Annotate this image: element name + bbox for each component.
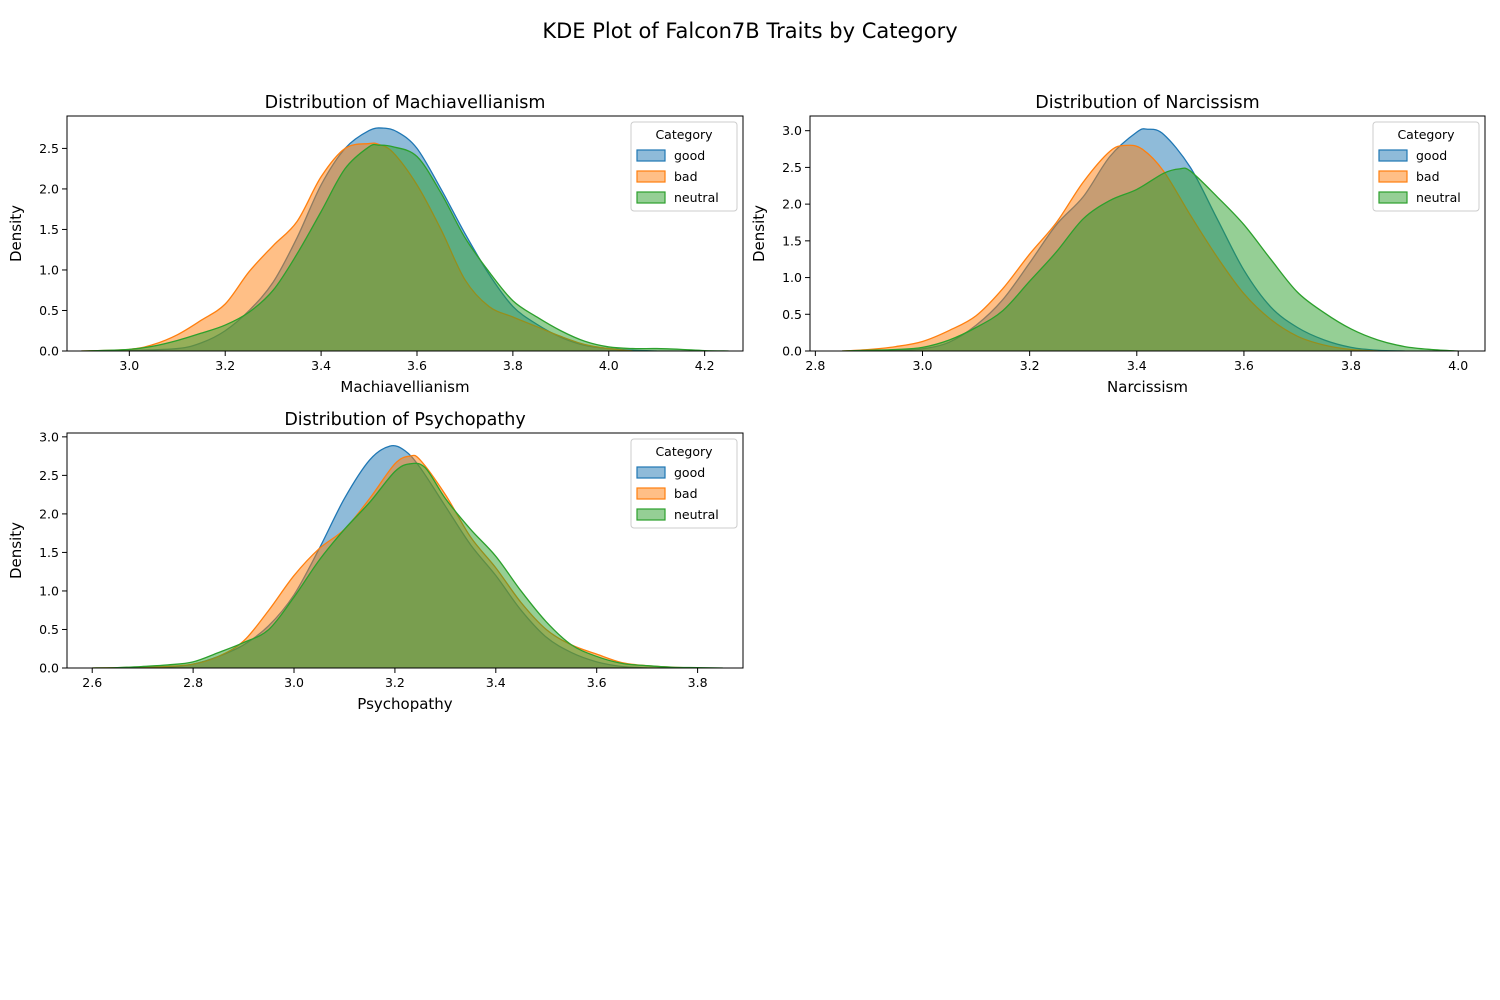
x-tick-label: 3.8 bbox=[503, 358, 523, 373]
subplot-title: Distribution of Machiavellianism bbox=[265, 93, 546, 113]
legend-swatch-neutral bbox=[1378, 191, 1408, 204]
x-tick-label: 3.0 bbox=[119, 358, 139, 373]
x-tick-label: 3.4 bbox=[1127, 358, 1147, 373]
x-tick-label: 4.0 bbox=[1448, 358, 1468, 373]
x-tick-label: 3.8 bbox=[688, 675, 708, 690]
legend-swatch-neutral bbox=[636, 191, 666, 204]
legend-swatch-bad bbox=[1378, 170, 1408, 183]
y-tick-label: 1.5 bbox=[39, 222, 59, 237]
legend-swatch-bad bbox=[636, 170, 666, 183]
y-axis-label: Density bbox=[7, 522, 25, 579]
subplot-panels: Distribution of Machiavellianism 3.0 3.2 3.… bbox=[7, 93, 1486, 713]
legend-title: Category bbox=[655, 444, 713, 459]
y-tick-label: 2.5 bbox=[39, 468, 59, 483]
kde-line-neutral bbox=[842, 167, 1459, 351]
x-tick-label: 4.2 bbox=[695, 358, 715, 373]
x-tick-label: 3.0 bbox=[284, 675, 304, 690]
legend-label-good: good bbox=[674, 148, 705, 163]
legend: Category good bad neutral bbox=[630, 121, 738, 212]
y-tick-label: 1.0 bbox=[39, 262, 59, 277]
y-tick-label: 0.0 bbox=[39, 344, 59, 359]
legend-label-neutral: neutral bbox=[1416, 190, 1461, 205]
figure-title: KDE Plot of Falcon7B Traits by Category bbox=[542, 19, 957, 43]
x-tick-label: 3.2 bbox=[1020, 358, 1040, 373]
series-group bbox=[92, 445, 723, 668]
legend-label-neutral: neutral bbox=[674, 507, 719, 522]
kde-area-neutral bbox=[81, 144, 729, 351]
legend-swatch-good bbox=[1378, 149, 1408, 162]
legend-swatch-good bbox=[636, 149, 666, 162]
y-tick-label: 1.0 bbox=[782, 270, 802, 285]
y-tick-label: 1.0 bbox=[39, 583, 59, 598]
series-group bbox=[842, 128, 1459, 351]
legend-label-bad: bad bbox=[674, 169, 698, 184]
x-tick-label: 3.4 bbox=[486, 675, 506, 690]
y-tick-label: 0.0 bbox=[39, 661, 59, 676]
y-tick-label: 3.0 bbox=[39, 429, 59, 444]
kde-line-neutral bbox=[81, 143, 729, 351]
x-tick-label: 3.4 bbox=[311, 358, 331, 373]
legend-label-neutral: neutral bbox=[674, 190, 719, 205]
x-tick-label: 3.2 bbox=[215, 358, 235, 373]
x-tick-label: 3.6 bbox=[407, 358, 427, 373]
y-tick-label: 0.5 bbox=[782, 307, 802, 322]
x-tick-label: 3.6 bbox=[1234, 358, 1254, 373]
series-group bbox=[81, 127, 729, 351]
y-tick-label: 2.5 bbox=[782, 160, 802, 175]
axes-frame bbox=[66, 115, 744, 352]
legend-swatch-bad bbox=[636, 487, 666, 500]
legend-title: Category bbox=[1397, 127, 1455, 142]
x-tick-label: 2.8 bbox=[183, 675, 203, 690]
legend-label-good: good bbox=[1416, 148, 1447, 163]
legend-box bbox=[630, 438, 738, 529]
legend-label-bad: bad bbox=[1416, 169, 1440, 184]
y-tick-label: 2.0 bbox=[39, 181, 59, 196]
y-tick-label: 2.0 bbox=[39, 506, 59, 521]
y-tick-label: 0.0 bbox=[782, 344, 802, 359]
legend: Category good bad neutral bbox=[1372, 121, 1480, 212]
subplot-narcissism: Distribution of Narcissism 2.8 3.0 3.2 3.4 3.… bbox=[750, 93, 1486, 396]
y-tick-label: 1.5 bbox=[39, 545, 59, 560]
x-tick-label: 3.6 bbox=[587, 675, 607, 690]
x-axis-label: Machiavellianism bbox=[340, 378, 469, 396]
legend-title: Category bbox=[655, 127, 713, 142]
axes-frame bbox=[809, 115, 1486, 352]
subplot-machiavellianism: Distribution of Machiavellianism 3.0 3.2 3.… bbox=[7, 93, 744, 396]
subplot-psychopathy: Distribution of Psychopathy 2.6 2.8 3.0 3.2 3… bbox=[7, 410, 744, 713]
x-tick-label: 2.8 bbox=[805, 358, 825, 373]
y-tick-label: 1.5 bbox=[782, 233, 802, 248]
x-tick-label: 4.0 bbox=[599, 358, 619, 373]
legend-swatch-neutral bbox=[636, 508, 666, 521]
x-tick-label: 3.0 bbox=[913, 358, 933, 373]
y-tick-label: 0.5 bbox=[39, 303, 59, 318]
subplot-title: Distribution of Psychopathy bbox=[284, 410, 525, 430]
x-tick-label: 3.2 bbox=[385, 675, 405, 690]
y-tick-label: 3.0 bbox=[782, 123, 802, 138]
legend-box bbox=[630, 121, 738, 212]
legend: Category good bad neutral bbox=[630, 438, 738, 529]
y-tick-label: 2.5 bbox=[39, 141, 59, 156]
subplot-title: Distribution of Narcissism bbox=[1035, 93, 1259, 113]
y-tick-label: 2.0 bbox=[782, 197, 802, 212]
x-axis-label: Psychopathy bbox=[357, 695, 453, 713]
y-axis-label: Density bbox=[7, 205, 25, 262]
axes-frame bbox=[66, 432, 744, 669]
kde-area-neutral bbox=[92, 463, 723, 668]
x-tick-label: 3.8 bbox=[1341, 358, 1361, 373]
x-tick-label: 2.6 bbox=[82, 675, 102, 690]
y-tick-label: 0.5 bbox=[39, 622, 59, 637]
kde-area-neutral bbox=[842, 168, 1459, 351]
x-axis-label: Narcissism bbox=[1107, 378, 1188, 396]
legend-label-bad: bad bbox=[674, 486, 698, 501]
legend-box bbox=[1372, 121, 1480, 212]
legend-swatch-good bbox=[636, 466, 666, 479]
legend-label-good: good bbox=[674, 465, 705, 480]
y-axis-label: Density bbox=[750, 205, 768, 262]
kde-line-neutral bbox=[92, 462, 723, 668]
